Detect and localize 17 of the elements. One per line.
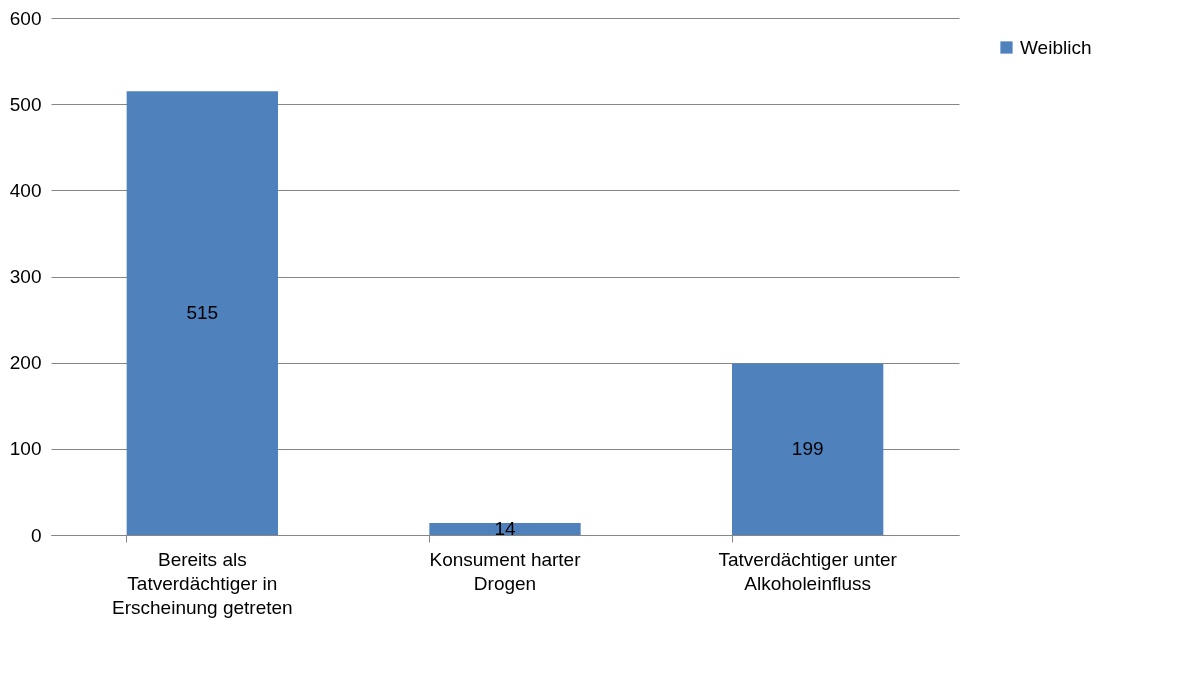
- y-tick-label: 200: [9, 352, 42, 374]
- y-tick-label: 100: [9, 438, 42, 460]
- bar: [126, 91, 278, 535]
- x-tick-label: Konsument harter Drogen: [429, 548, 582, 594]
- y-tick-label: 400: [9, 179, 42, 201]
- y-tick-label: 600: [9, 7, 42, 29]
- x-tick-label: Bereits als Tatverdächtiger in Erscheinung getreten: [112, 548, 293, 618]
- data-label: 199: [791, 438, 824, 460]
- legend-label: Weiblich: [1020, 36, 1092, 58]
- data-label: 14: [494, 517, 516, 539]
- y-tick-label: 0: [30, 524, 42, 546]
- y-tick-label: 300: [9, 266, 42, 287]
- y-tick-label: 500: [9, 93, 42, 115]
- x-tick-label: Tatverdächtiger unter Alkoholeinfluss: [718, 548, 898, 594]
- data-label: 515: [186, 302, 219, 324]
- bar: [429, 522, 581, 535]
- bar: [732, 363, 884, 535]
